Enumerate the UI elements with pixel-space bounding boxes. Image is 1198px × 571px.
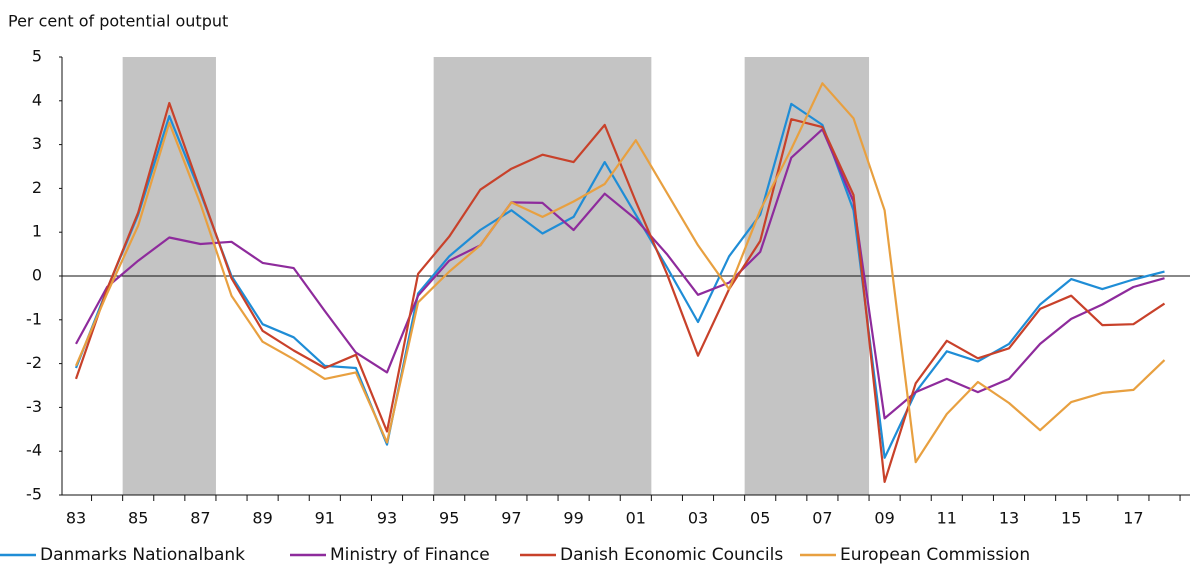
y-tick-label: 2 [32,178,42,197]
legend-label: Danmarks Nationalbank [40,545,245,565]
y-tick-label: 3 [32,134,42,153]
series-line [74,102,1165,459]
x-tick-label: 85 [128,509,148,528]
x-tick-label: 05 [750,509,770,528]
x-tick-label: 91 [315,509,335,528]
y-tick-label: 4 [32,90,42,109]
y-axis-label: Per cent of potential output [8,12,228,31]
x-tick-label: 09 [874,509,894,528]
x-tick-label: 03 [688,509,708,528]
y-tick-label: -4 [26,441,42,460]
x-tick-label: 15 [1061,509,1081,528]
x-tick-label: 87 [190,509,210,528]
x-tick-label: 13 [999,509,1019,528]
x-tick-label: 17 [1123,509,1143,528]
x-tick-label: 97 [501,509,521,528]
series-line [74,82,1166,464]
y-tick-label: -1 [26,309,42,328]
x-tick-label: 93 [377,509,397,528]
y-tick-label: -2 [26,353,42,372]
x-tick-label: 11 [937,509,957,528]
y-tick-label: -5 [26,485,42,504]
y-tick-label: 0 [32,266,42,285]
y-tick-label: 5 [32,47,42,66]
x-tick-label: 83 [66,509,86,528]
legend-label: Ministry of Finance [330,545,490,565]
x-tick-label: 95 [439,509,459,528]
x-tick-label: 07 [812,509,832,528]
legend-label: European Commission [840,545,1030,565]
x-tick-label: 89 [252,509,272,528]
legend-label: Danish Economic Councils [560,545,783,565]
y-tick-label: 1 [32,222,42,241]
y-tick-label: -3 [26,397,42,416]
x-tick-label: 99 [563,509,583,528]
series-line [75,128,1165,420]
x-tick-label: 01 [626,509,646,528]
